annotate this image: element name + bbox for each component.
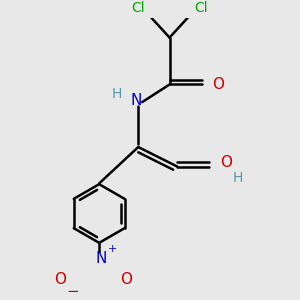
Text: H: H [112,87,122,101]
Text: −: − [66,284,79,299]
Text: +: + [108,244,118,254]
Text: Cl: Cl [194,1,208,15]
Text: N: N [130,93,142,108]
Text: O: O [220,155,232,170]
Text: Cl: Cl [131,1,145,15]
Text: O: O [121,272,133,287]
Text: N: N [95,251,107,266]
Text: H: H [233,171,243,185]
Text: O: O [212,77,224,92]
Text: O: O [54,272,66,287]
